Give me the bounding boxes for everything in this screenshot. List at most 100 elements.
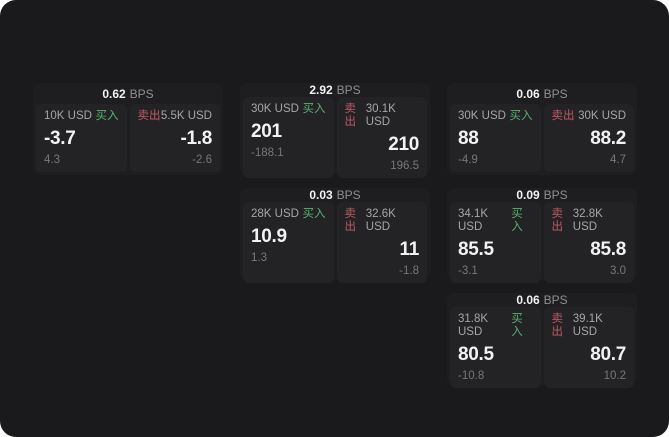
buy-panel[interactable]: 30K USD 买入 201 -188.1 [243,97,334,178]
buy-change: -3.1 [458,265,478,277]
sell-panel[interactable]: 卖出 30.1K USD 210 196.5 [336,97,427,178]
sell-label: 卖出 [344,103,357,128]
sell-change: 196.5 [390,160,419,172]
buy-label: 买入 [302,103,326,115]
card-header: 0.03 BPS [243,188,427,202]
buy-panel[interactable]: 28K USD 买入 10.9 1.3 [243,202,334,283]
bps-unit-label: BPS [336,83,361,97]
sell-panel-top: 卖出 32.8K USD [552,208,627,234]
bps-unit-label: BPS [543,188,568,202]
buy-panel-top: 30K USD 买入 [251,103,326,116]
sell-label: 卖出 [137,110,161,122]
buy-label: 买入 [95,110,119,122]
sell-label: 卖出 [551,208,564,233]
buy-label: 买入 [302,208,326,220]
buy-panel[interactable]: 34.1K USD 买入 85.5 -3.1 [450,202,541,283]
sell-price: 80.7 [590,344,626,365]
sell-panel-top: 卖出 30K USD [552,110,627,123]
buy-amount: 30K USD [251,103,299,115]
panels: 30K USD 买入 201 -188.1 卖出 30.1K USD 210 1… [243,97,427,178]
sell-change: -2.6 [192,154,212,166]
sell-amount: 30K USD [578,110,626,122]
buy-change: -4.9 [458,154,478,166]
quote-card: 0.03 BPS 28K USD 买入 10.9 1.3 卖出 32.6K US… [240,188,430,283]
quote-card: 0.06 BPS 30K USD 买入 88 -4.9 卖出 30K USD [447,83,637,175]
buy-price: -3.7 [44,128,76,149]
sell-amount: 32.6K USD [365,208,396,233]
panels: 28K USD 买入 10.9 1.3 卖出 32.6K USD 11 -1.8 [243,202,427,283]
card-header: 0.62 BPS [36,83,220,104]
buy-change: 1.3 [251,252,267,264]
buy-label: 买入 [511,208,523,233]
buy-panel-top: 10K USD 买入 [44,110,119,123]
sell-amount: 32.8K USD [572,208,603,233]
buy-change: 4.3 [44,154,60,166]
buy-amount: 34.1K USD [458,208,489,233]
panels: 31.8K USD 买入 80.5 -10.8 卖出 39.1K USD 80.… [450,307,634,388]
quote-card: 0.09 BPS 34.1K USD 买入 85.5 -3.1 卖出 32.8K… [447,188,637,283]
sell-price: 85.8 [590,239,626,260]
sell-panel[interactable]: 卖出 30K USD 88.2 4.7 [543,104,634,172]
buy-amount: 10K USD [44,110,92,122]
quote-card: 0.06 BPS 31.8K USD 买入 80.5 -10.8 卖出 39.1… [447,293,637,388]
buy-panel[interactable]: 10K USD 买入 -3.7 4.3 [36,104,127,172]
sell-change: -1.8 [399,265,419,277]
buy-panel-top: 30K USD 买入 [458,110,533,123]
panels: 10K USD 买入 -3.7 4.3 卖出 5.5K USD -1.8 -2.… [36,104,220,172]
sell-price: -1.8 [180,128,212,149]
buy-label: 买入 [509,110,533,122]
buy-panel[interactable]: 30K USD 买入 88 -4.9 [450,104,541,172]
sell-panel-top: 卖出 5.5K USD [138,110,213,123]
sell-panel[interactable]: 卖出 32.8K USD 85.8 3.0 [543,202,634,283]
buy-price: 88 [458,128,479,149]
quote-card: 2.92 BPS 30K USD 买入 201 -188.1 卖出 30.1K … [240,83,430,178]
bps-unit-label: BPS [336,188,361,202]
bps-unit-label: BPS [543,86,568,101]
sell-amount: 5.5K USD [160,110,212,122]
bps-value: 0.03 [309,188,333,202]
sell-label: 卖出 [551,110,575,122]
buy-change: -10.8 [458,370,485,382]
buy-price: 85.5 [458,239,494,260]
buy-amount: 31.8K USD [458,313,489,338]
sell-change: 4.7 [610,154,626,166]
sell-panel-top: 卖出 32.6K USD [345,208,420,234]
buy-price: 201 [251,121,282,142]
sell-amount: 30.1K USD [365,103,396,128]
buy-label: 买入 [511,313,523,338]
bps-unit-label: BPS [543,293,568,307]
sell-price: 210 [388,134,419,155]
sell-amount: 39.1K USD [572,313,603,338]
bps-unit-label: BPS [129,86,154,101]
sell-price: 11 [399,239,420,260]
sell-price: 88.2 [590,128,626,149]
sell-label: 卖出 [551,313,564,338]
buy-panel-top: 28K USD 买入 [251,208,326,221]
panels: 30K USD 买入 88 -4.9 卖出 30K USD 88.2 4.7 [450,104,634,172]
bps-value: 0.06 [516,293,540,307]
sell-panel[interactable]: 卖出 32.6K USD 11 -1.8 [336,202,427,283]
card-header: 0.06 BPS [450,293,634,307]
buy-amount: 30K USD [458,110,506,122]
buy-panel-top: 31.8K USD 买入 [458,313,533,339]
panels: 34.1K USD 买入 85.5 -3.1 卖出 32.8K USD 85.8… [450,202,634,283]
sell-change: 3.0 [610,265,626,277]
quote-board: 0.62 BPS 10K USD 买入 -3.7 4.3 卖出 5.5K USD [33,83,637,388]
bps-value: 2.92 [309,83,333,97]
sell-panel[interactable]: 卖出 5.5K USD -1.8 -2.6 [129,104,220,172]
card-header: 0.09 BPS [450,188,634,202]
buy-panel[interactable]: 31.8K USD 买入 80.5 -10.8 [450,307,541,388]
buy-price: 80.5 [458,344,494,365]
buy-price: 10.9 [251,226,287,247]
sell-change: 10.2 [603,370,626,382]
bps-value: 0.06 [516,86,540,101]
sell-panel-top: 卖出 30.1K USD [345,103,420,129]
buy-change: -188.1 [251,147,284,159]
sell-panel[interactable]: 卖出 39.1K USD 80.7 10.2 [543,307,634,388]
sell-label: 卖出 [344,208,357,233]
quote-card: 0.62 BPS 10K USD 买入 -3.7 4.3 卖出 5.5K USD [33,83,223,175]
buy-amount: 28K USD [251,208,299,220]
buy-panel-top: 34.1K USD 买入 [458,208,533,234]
card-header: 0.06 BPS [450,83,634,104]
